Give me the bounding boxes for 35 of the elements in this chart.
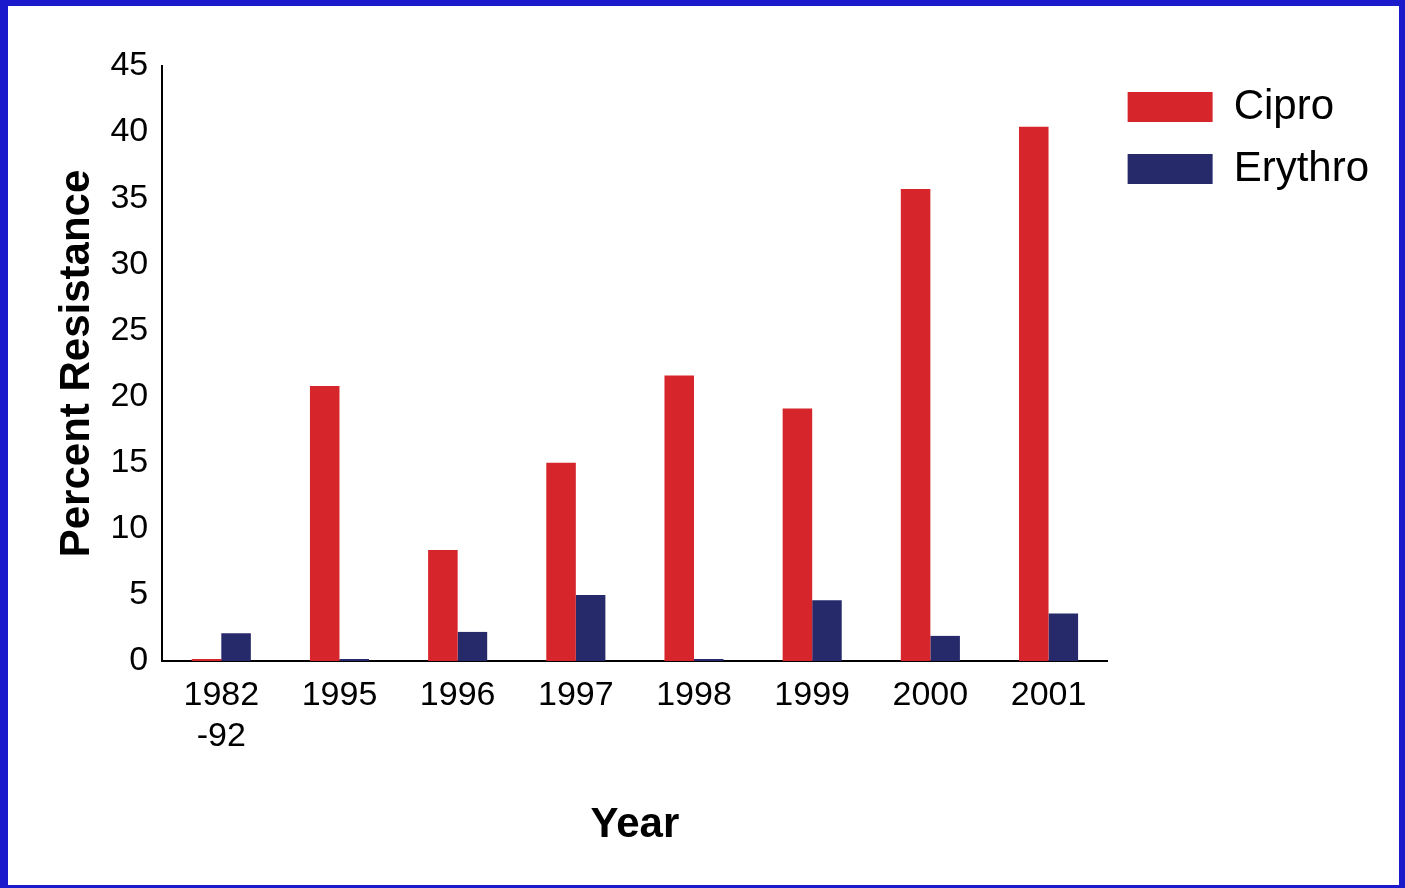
y-tick-label: 25 [110, 308, 149, 347]
y-tick-label: 35 [110, 176, 149, 215]
x-tick-label: 1982 -92 [183, 673, 260, 753]
y-tick-label: 40 [110, 110, 149, 149]
x-tick-label: 2000 [892, 673, 969, 712]
y-tick-label: 10 [110, 507, 149, 546]
legend-label: Erythro [1233, 142, 1369, 190]
bar [309, 385, 340, 661]
y-tick-label: 0 [129, 639, 149, 678]
x-tick-label: 1998 [656, 673, 732, 712]
bar [221, 633, 251, 661]
bar [664, 375, 695, 661]
x-tick-label: 1996 [419, 673, 496, 712]
bar [428, 549, 458, 661]
y-tick-label: 45 [110, 44, 149, 83]
y-tick-label: 20 [110, 374, 149, 413]
y-tick-label: 5 [129, 573, 149, 612]
bar [1019, 126, 1049, 661]
bar [930, 635, 960, 661]
x-tick-label: 1997 [538, 673, 614, 712]
bar [900, 188, 931, 661]
legend-label: Cipro [1233, 80, 1334, 128]
x-tick-label: 1999 [774, 673, 851, 712]
x-axis-title: Year [590, 799, 680, 847]
y-tick-label: 30 [110, 242, 149, 281]
x-tick-label: 2001 [1010, 673, 1087, 712]
bar [812, 600, 842, 661]
y-tick-label: 15 [110, 441, 149, 480]
y-axis-title: Percent Resistance [50, 169, 98, 558]
bar [1048, 613, 1079, 661]
bar [457, 631, 488, 661]
bar [782, 408, 813, 661]
x-tick-label: 1995 [301, 673, 378, 712]
bar [546, 462, 576, 661]
bar [575, 594, 606, 661]
